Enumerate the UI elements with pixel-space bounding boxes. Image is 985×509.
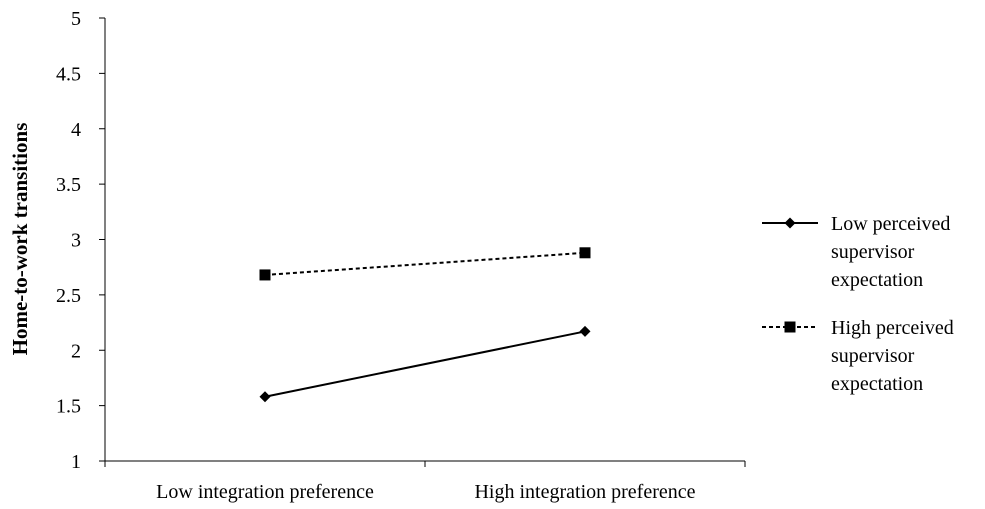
- legend-label: supervisor: [831, 241, 915, 263]
- y-ticks: 1 1.5 2 2.5 3 3.5 4 4.5 5: [56, 8, 105, 473]
- x-tick-label: High integration preference: [474, 481, 695, 503]
- legend-item-1: High perceived supervisor expectation: [762, 317, 954, 395]
- series-1: [259, 247, 591, 281]
- y-tick-label: 2.5: [56, 285, 81, 307]
- legend-label: expectation: [831, 373, 923, 395]
- x-tick-label: Low integration preference: [156, 481, 374, 503]
- legend-item-0: Low perceived supervisor expectation: [762, 213, 950, 291]
- data-point: [259, 269, 271, 281]
- series-0: [259, 325, 591, 403]
- legend-label: High perceived: [831, 317, 954, 339]
- axes: [104, 18, 745, 462]
- legend-label: expectation: [831, 269, 923, 291]
- series-line: [264, 330, 586, 398]
- legend-label: supervisor: [831, 345, 915, 367]
- y-tick-label: 4: [71, 119, 81, 141]
- data-point: [579, 247, 591, 259]
- y-tick-label: 3.5: [56, 174, 81, 196]
- y-tick-label: 1: [71, 451, 81, 473]
- y-tick-label: 2: [71, 340, 81, 362]
- data-point: [579, 325, 591, 337]
- y-tick-label: 3: [71, 230, 81, 252]
- y-tick-label: 1.5: [56, 396, 81, 418]
- legend-swatch-marker: [784, 217, 796, 229]
- data-point: [259, 391, 271, 403]
- legend-swatch-marker: [784, 321, 796, 333]
- y-axis-label: Home-to-work transitions: [8, 123, 32, 356]
- series-line: [264, 251, 586, 276]
- x-ticks: Low integration preference High integrati…: [104, 461, 746, 503]
- y-tick-label: 4.5: [56, 63, 81, 85]
- legend-label: Low perceived: [831, 213, 950, 235]
- series-group: [259, 247, 591, 403]
- y-tick-label: 5: [71, 8, 81, 30]
